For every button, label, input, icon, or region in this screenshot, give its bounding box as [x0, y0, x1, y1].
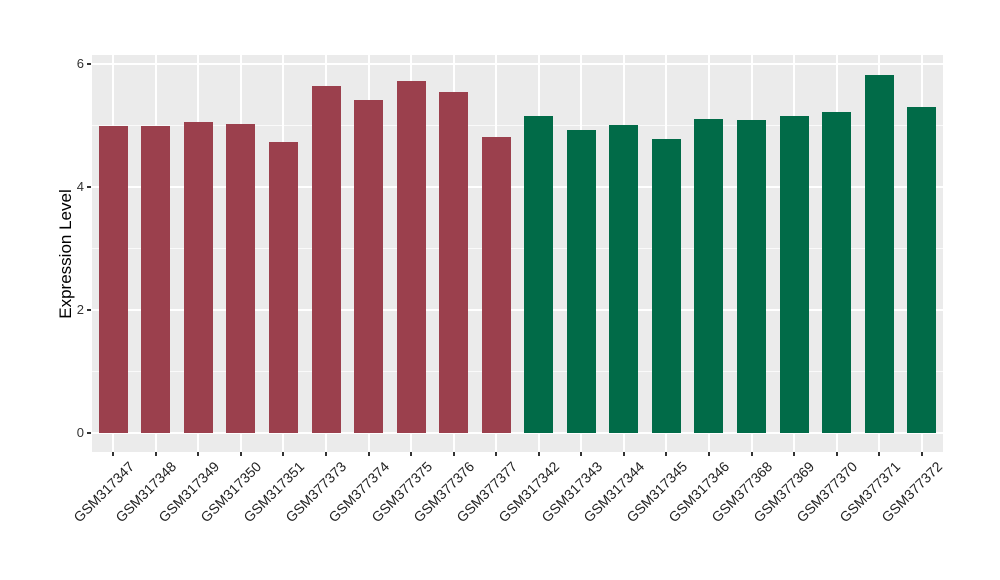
x-tick-mark [665, 452, 668, 456]
x-tick-mark [325, 452, 328, 456]
x-tick-mark [452, 452, 455, 456]
gridline-major-horizontal [92, 186, 943, 188]
x-tick-mark [154, 452, 157, 456]
bar [141, 126, 171, 433]
bar [439, 92, 469, 433]
gridline-minor-horizontal [92, 125, 943, 126]
x-tick-mark [197, 452, 200, 456]
y-tick-label: 0 [76, 425, 84, 440]
bar [226, 123, 256, 433]
bar [864, 75, 894, 433]
x-tick-mark [622, 452, 625, 456]
y-tick-mark [87, 186, 91, 188]
x-tick-mark [580, 452, 583, 456]
plot-panel [92, 55, 943, 452]
gridline-minor-horizontal [92, 248, 943, 249]
x-tick-mark [537, 452, 540, 456]
bar [396, 81, 426, 433]
bar [566, 129, 596, 433]
bar [183, 122, 213, 433]
y-axis-title: Expression Level [56, 189, 75, 319]
bar [779, 116, 809, 433]
y-tick-label: 4 [76, 179, 84, 194]
bar [694, 119, 724, 433]
bar [609, 124, 639, 433]
bar [354, 99, 384, 433]
x-tick-mark [282, 452, 285, 456]
y-tick-mark [87, 432, 91, 434]
bar [822, 111, 852, 433]
x-tick-mark [920, 452, 923, 456]
x-tick-mark [239, 452, 242, 456]
x-tick-mark [112, 452, 115, 456]
x-tick-mark [495, 452, 498, 456]
bar [268, 142, 298, 433]
bar [737, 119, 767, 433]
x-tick-mark [878, 452, 881, 456]
x-tick-mark [707, 452, 710, 456]
gridline-major-horizontal [92, 309, 943, 311]
y-tick-label: 6 [76, 56, 84, 71]
x-tick-mark [410, 452, 413, 456]
gridline-major-horizontal [92, 63, 943, 65]
bar [524, 116, 554, 433]
x-tick-mark [835, 452, 838, 456]
x-tick-mark [367, 452, 370, 456]
gridline-minor-horizontal [92, 371, 943, 372]
x-tick-mark [750, 452, 753, 456]
y-tick-mark [87, 63, 91, 65]
bar [311, 86, 341, 433]
x-tick-mark [793, 452, 796, 456]
gridline-major-horizontal [92, 432, 943, 434]
y-tick-mark [87, 309, 91, 311]
bar [907, 107, 937, 433]
bar [651, 139, 681, 433]
bar [98, 126, 128, 433]
bar [481, 137, 511, 433]
y-tick-label: 2 [76, 302, 84, 317]
